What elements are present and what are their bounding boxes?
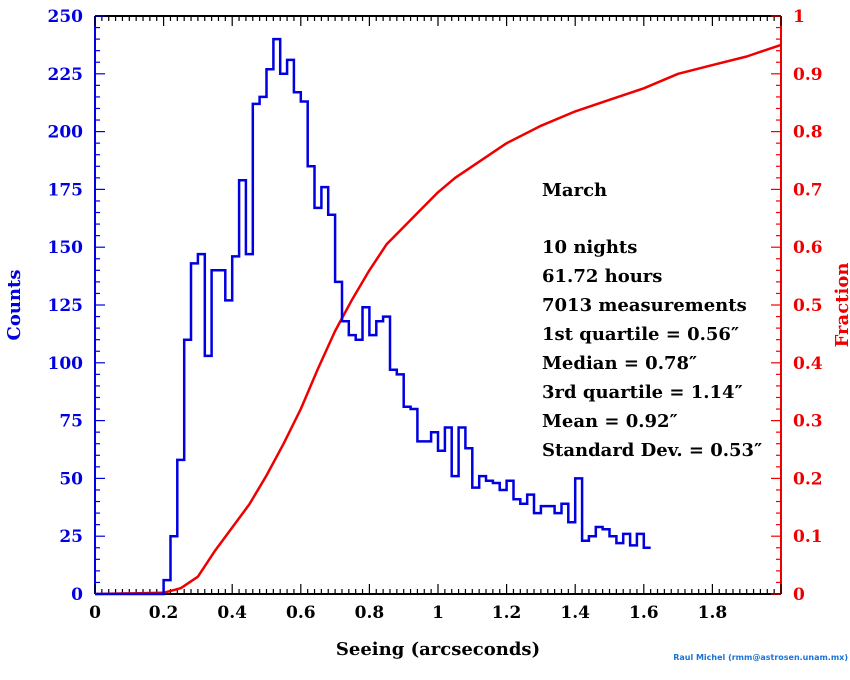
x-tick-label: 1.6 [629,603,659,623]
y-right-tick-label: 0 [793,585,805,605]
y-left-tick-label: 225 [48,65,84,85]
stat-nights: 10 nights [542,237,637,258]
stat-std-dev: Standard Dev. = 0.53″ [542,440,762,461]
month-label: March [542,180,607,201]
x-tick-label: 0.2 [149,603,179,623]
stats-annotation: March 10 nights 61.72 hours 7013 measure… [542,180,762,461]
y-left-tick-label: 200 [48,123,84,143]
y-axis-left-title: Counts [4,270,25,341]
y-left-tick-label: 150 [48,238,84,258]
y-axis-left: 0 25 50 75 100 125 150 175 200 225 250 [48,7,105,605]
stat-measurements: 7013 measurements [542,295,747,316]
stat-mean: Mean = 0.92″ [542,411,678,432]
stat-median: Median = 0.78″ [542,353,697,374]
y-axis-right-title: Fraction [832,263,850,348]
counts-histogram-line [95,37,651,596]
x-tick-label: 1 [432,603,444,623]
y-right-tick-label: 0.6 [793,238,823,258]
y-left-tick-label: 175 [48,180,84,200]
x-tick-label: 1.8 [698,603,728,623]
y-axis-right: 0 0.1 0.2 0.3 0.4 0.5 0.6 0.7 0.8 0.9 1 [771,7,823,605]
x-tick-label: 1.2 [492,603,522,623]
cumulative-fraction-line [94,43,782,596]
y-right-tick-label: 0.8 [793,123,823,143]
y-right-tick-label: 0.3 [793,412,823,432]
y-left-tick-label: 50 [59,469,83,489]
y-left-tick-label: 100 [48,354,84,374]
y-left-tick-label: 250 [48,7,84,27]
y-left-tick-label: 0 [71,585,83,605]
y-right-tick-label: 1 [793,7,805,27]
y-left-tick-label: 75 [59,412,83,432]
y-right-tick-label: 0.2 [793,469,823,489]
y-right-tick-label: 0.9 [793,65,823,85]
x-tick-label: 0.4 [217,603,247,623]
y-right-tick-label: 0.7 [793,180,823,200]
x-axis-title: Seeing (arcseconds) [336,639,540,660]
x-tick-label: 1.4 [560,603,590,623]
x-axis: 0 0.2 0.4 0.6 0.8 1 1.2 1.4 1.6 1.8 [89,16,782,623]
y-right-tick-label: 0.5 [793,296,823,316]
series-group [94,37,782,596]
y-left-tick-label: 125 [48,296,84,316]
stat-third-quartile: 3rd quartile = 1.14″ [542,382,743,403]
y-right-tick-label: 0.4 [793,354,823,374]
y-right-tick-label: 0.1 [793,527,823,547]
stat-first-quartile: 1st quartile = 0.56″ [542,324,739,345]
x-tick-label: 0.8 [355,603,385,623]
credit-text: Raul Michel (rmm@astrosen.unam.mx) [673,653,848,662]
x-tick-label: 0.6 [286,603,316,623]
y-left-tick-label: 25 [59,527,83,547]
stat-hours: 61.72 hours [542,266,662,287]
x-tick-label: 0 [89,603,101,623]
